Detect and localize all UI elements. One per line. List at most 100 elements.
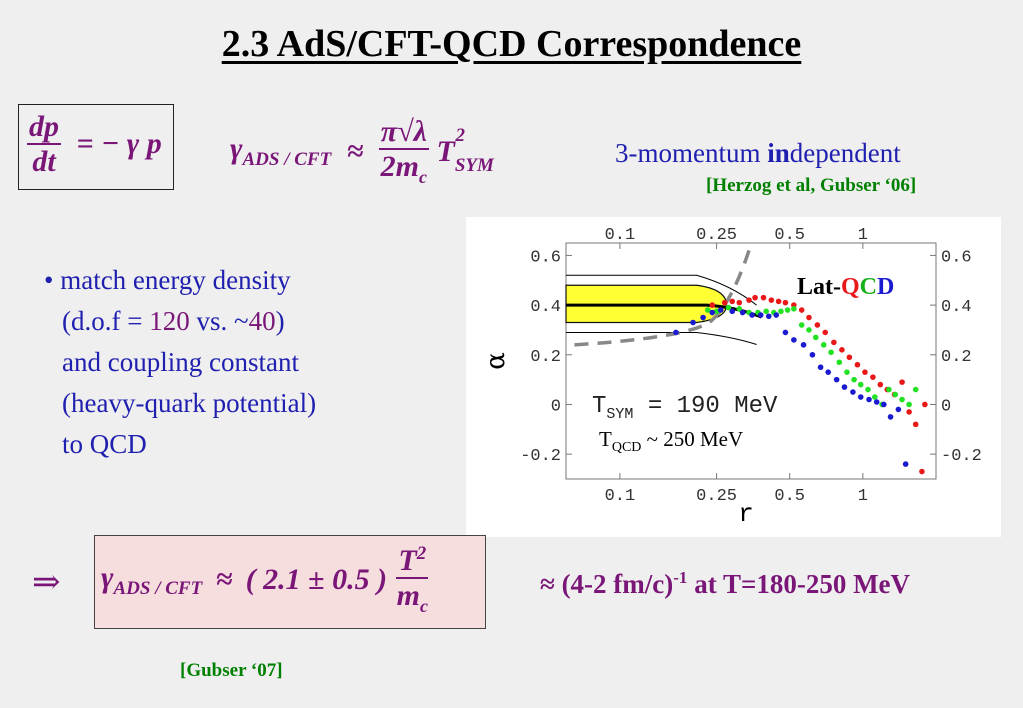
- blue-point-24: [887, 414, 894, 420]
- dof-post: ): [275, 306, 285, 336]
- green-point-14: [820, 342, 827, 348]
- blue-point-4: [717, 307, 724, 313]
- x-tick-label-top-2: 0.5: [774, 226, 805, 245]
- eq3-numerator: T: [398, 544, 417, 577]
- red-point-12: [806, 314, 812, 321]
- blue-point-19: [850, 389, 856, 395]
- dashed-curve: [574, 249, 751, 347]
- green-point-18: [851, 376, 857, 383]
- y-tick-label-right-3: 0: [941, 397, 951, 416]
- y-tick-label-right-1: 0.4: [941, 298, 972, 317]
- rate-post: at T=180-250 MeV: [687, 569, 911, 599]
- eq2-T: T: [436, 134, 455, 168]
- red-point-25: [906, 409, 912, 415]
- x-tick-label-bottom-1: 0.25: [696, 487, 737, 506]
- lat-d: D: [877, 274, 895, 300]
- rate-sup: -1: [673, 568, 688, 587]
- blue-point-23: [881, 401, 887, 408]
- red-point-28: [922, 401, 928, 408]
- x-tick-label-top-1: 0.25: [696, 226, 737, 245]
- center-curve: [566, 303, 763, 319]
- y-tick-label-right-4: -0.2: [941, 447, 982, 466]
- green-point-20: [865, 386, 871, 393]
- blue-point-3: [709, 309, 716, 316]
- green-point-10: [791, 306, 797, 312]
- y-tick-label-right-2: 0.2: [941, 348, 972, 367]
- red-point-15: [831, 339, 837, 346]
- momentum-note-suffix: dependent: [789, 138, 901, 168]
- tqcd-sub: QCD: [611, 440, 642, 456]
- blue-point-6: [739, 309, 746, 316]
- lattice-qcd-plot: 0.1 0.1 0.25 0.25 0.5 0.5 1 1 0.6 0.6 0.4 0.4 0.2 0.2…: [466, 217, 1001, 537]
- rate-pre: ≈ (4-2 fm/c): [540, 569, 674, 599]
- tqcd-annotation: TQCD ~ 250 MeV: [599, 427, 743, 456]
- dof-120: 120: [149, 306, 190, 336]
- rate-estimate: ≈ (4-2 fm/c)-1 at T=180-250 MeV: [540, 568, 910, 600]
- blue-point-18: [841, 384, 848, 390]
- blue-point-22: [873, 399, 880, 405]
- green-point-15: [828, 349, 834, 356]
- red-point-16: [839, 347, 845, 353]
- momentum-note-prefix: 3-momentum: [615, 138, 768, 168]
- green-point-2: [725, 304, 732, 311]
- x-axis-label: r: [738, 499, 754, 529]
- blue-point-21: [866, 396, 872, 403]
- citation-gubser: [Gubser ‘07]: [180, 660, 283, 681]
- plot-svg: 0.1 0.1 0.25 0.25 0.5 0.5 1 1 0.6 0.6 0.4 0.4 0.2 0.2…: [481, 226, 982, 529]
- eq1-numerator: dp: [27, 110, 61, 145]
- green-point-27: [912, 386, 919, 393]
- red-point-20: [870, 374, 876, 380]
- green-point-25: [899, 396, 905, 403]
- eq2-approx: ≈: [346, 134, 364, 168]
- red-point-6: [760, 294, 767, 301]
- y-tick-label-left-2: 0.2: [530, 348, 561, 367]
- drag-equation: dp dt = − γ p: [27, 111, 162, 178]
- blue-point-25: [895, 406, 902, 413]
- red-point-3: [736, 299, 743, 306]
- red-point-27: [919, 468, 925, 475]
- blue-point-15: [817, 364, 824, 371]
- green-point-19: [857, 381, 864, 388]
- result-equation-box: γADS / CFT ≈ ( 2.1 ± 0.5 ) T2 mc: [94, 535, 486, 629]
- blue-point-17: [833, 376, 840, 383]
- x-tick-label-top-3: 1: [858, 226, 868, 245]
- blue-point-13: [800, 342, 807, 348]
- green-point-8: [778, 308, 784, 315]
- x-tick-label-bottom-2: 0.5: [774, 487, 805, 506]
- bullet-line-2: (d.o.f = 120 vs. ~40): [44, 301, 316, 342]
- red-point-11: [798, 307, 805, 313]
- green-point-0: [704, 307, 711, 313]
- eq3-coefficient: ( 2.1 ± 0.5 ): [245, 563, 388, 597]
- blue-point-11: [782, 329, 789, 336]
- x-tick-label-bottom-3: 1: [858, 487, 868, 506]
- red-point-5: [752, 294, 758, 301]
- red-point-9: [782, 299, 789, 306]
- blue-point-9: [765, 313, 772, 320]
- eq2-T-sup: 2: [455, 124, 466, 146]
- slide-title: 2.3 AdS/CFT-QCD Correspondence: [221, 23, 802, 65]
- y-axis-label: α: [481, 352, 511, 370]
- dof-40: 40: [248, 306, 276, 336]
- eq2-numerator: π√λ: [378, 115, 429, 150]
- tsym-T: T: [592, 393, 607, 420]
- citation-herzog: [Herzog et al, Gubser ‘06]: [706, 175, 917, 196]
- result-equation: γADS / CFT ≈ ( 2.1 ± 0.5 ) T2 mc: [101, 544, 430, 616]
- blue-point-2: [700, 314, 706, 321]
- red-point-0: [709, 302, 716, 308]
- red-point-1: [721, 299, 728, 306]
- y-tick-label-left-1: 0.4: [530, 298, 561, 317]
- eq2-gamma: γ: [230, 132, 243, 166]
- eq2-den-sub: c: [419, 166, 427, 187]
- green-point-17: [844, 369, 850, 375]
- y-tick-label-left-0: 0.6: [530, 248, 561, 267]
- blue-point-1: [690, 319, 696, 326]
- red-point-2: [729, 298, 736, 305]
- bullet-line-5: to QCD: [62, 429, 147, 459]
- blue-point-16: [825, 369, 831, 375]
- x-tick-label-top-0: 0.1: [605, 226, 636, 245]
- eq2-gamma-sub: ADS / CFT: [242, 149, 332, 171]
- plot-frame: [565, 242, 937, 480]
- red-point-21: [877, 381, 884, 388]
- eq3-denominator: m: [396, 578, 420, 612]
- tsym-annotation: TSYM = 190 MeV: [592, 393, 777, 423]
